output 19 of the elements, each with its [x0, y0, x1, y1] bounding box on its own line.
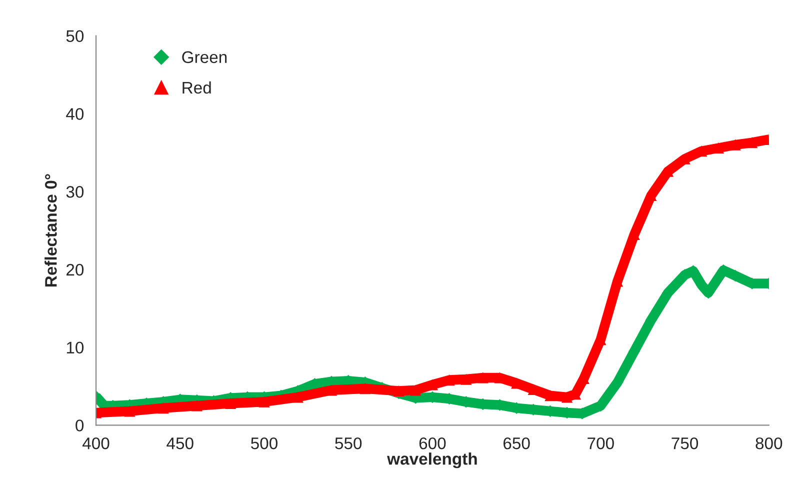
y-tick-label: 10: [66, 342, 84, 354]
y-tick-label: 50: [66, 30, 84, 42]
y-tick-label: 20: [66, 264, 84, 276]
x-tick-label: 800: [756, 437, 782, 450]
x-tick-label: 500: [251, 437, 278, 450]
x-tick-label: 650: [504, 437, 530, 450]
x-tick-label: 400: [82, 437, 110, 450]
x-tick-label: 700: [588, 437, 614, 450]
x-tick-label: 550: [335, 437, 362, 450]
y-tick-label: 0: [76, 420, 84, 432]
y-tick-label: 40: [66, 108, 84, 120]
x-tick-label: 450: [166, 437, 194, 450]
y-axis-title: Reflectance 0°: [44, 174, 57, 286]
x-tick-label: 600: [419, 437, 446, 450]
legend-label: Green: [182, 51, 227, 64]
legend-label: Red: [182, 81, 211, 94]
x-axis-title: wavelength: [387, 452, 477, 468]
x-tick-label: 750: [672, 437, 698, 450]
y-tick-label: 30: [66, 186, 84, 198]
